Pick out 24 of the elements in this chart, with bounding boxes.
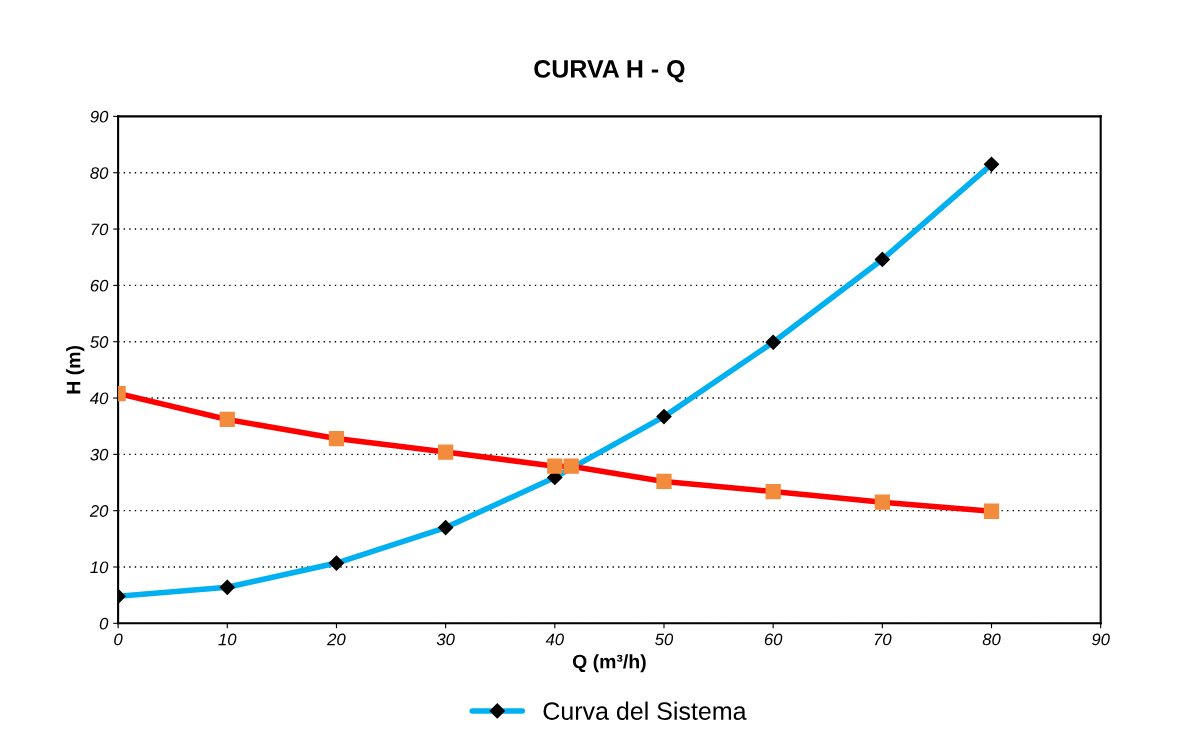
y-tick-label: 10 [90,561,109,574]
x-tick-label: 0 [114,633,123,646]
y-tick-label: 60 [90,279,109,292]
y-tick-label: 30 [90,448,109,461]
y-tick-label: 40 [89,392,109,405]
x-tick-label: 20 [327,633,346,646]
y-tick-label: 80 [90,167,109,179]
x-tick-label: 70 [874,633,892,646]
x-tick-label: 80 [982,633,1001,646]
x-tick-label: 50 [655,633,674,646]
legend-label: Curva del Sistema [543,701,747,720]
y-axis-title: H (m) [66,345,85,394]
x-tick-label: 90 [1091,633,1110,646]
x-tick-label: 30 [436,633,455,646]
x-tick-label: 60 [764,633,783,646]
y-tick-label: 0 [99,617,109,630]
x-tick-label: 40 [545,633,564,646]
y-tick-label: 90 [90,110,109,123]
y-tick-label: 70 [91,223,109,236]
y-tick-label: 20 [89,505,109,517]
y-tick-label: 50 [90,336,109,348]
x-axis-title: Q (m³/h) [572,654,646,673]
chart-title: CURVA H - Q [534,60,685,83]
x-tick-label: 10 [218,633,237,646]
